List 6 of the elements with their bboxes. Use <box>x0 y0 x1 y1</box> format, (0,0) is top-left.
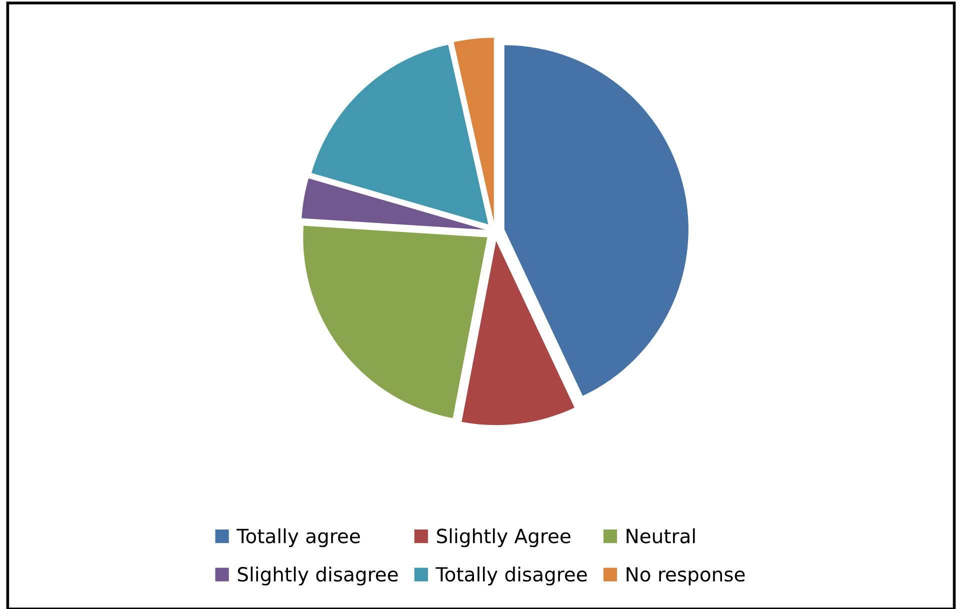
legend-label: Totally disagree <box>436 566 587 586</box>
legend-label: Slightly Agree <box>437 528 570 548</box>
legend-label: Neutral <box>626 528 695 544</box>
legend-label: Slightly disagree <box>238 566 398 586</box>
legend-label: No response <box>626 567 745 586</box>
legend-label: Totally agree <box>236 528 360 548</box>
